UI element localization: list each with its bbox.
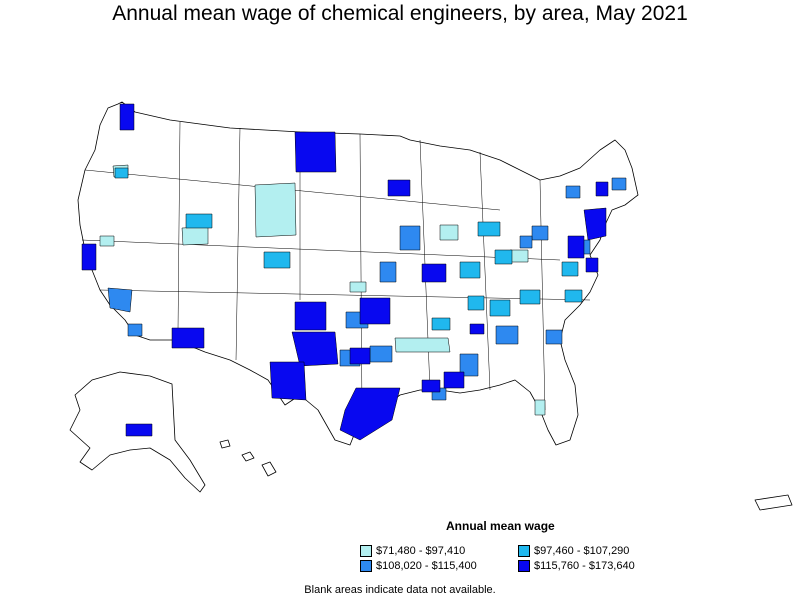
area-tier3 <box>495 325 519 345</box>
area-tier2 <box>564 289 583 303</box>
map-title: Annual mean wage of chemical engineers, … <box>112 2 688 25</box>
area-tier3 <box>399 225 421 251</box>
legend-swatch-tier4 <box>518 560 530 572</box>
area-tier3 <box>531 225 549 241</box>
area-tier2 <box>561 261 579 277</box>
area-tier4 <box>567 235 585 259</box>
area-tier3 <box>565 185 581 199</box>
area-tier1 <box>439 224 459 241</box>
legend-item: $71,480 - $97,410 <box>360 545 465 557</box>
area-tier4 <box>81 243 97 271</box>
area-tier3 <box>107 287 133 313</box>
area-tier1 <box>99 235 115 247</box>
legend-item: $115,760 - $173,640 <box>518 560 635 572</box>
area-tier4 <box>583 207 607 241</box>
legend-swatch-tier2 <box>518 545 530 557</box>
area-tier4 <box>359 297 391 325</box>
area-tier3 <box>519 235 533 249</box>
area-tier4 <box>421 263 447 283</box>
area-tier4 <box>585 257 599 273</box>
area-tier4 <box>387 179 411 197</box>
area-tier4 <box>294 301 327 331</box>
area-tier2 <box>494 249 513 265</box>
area-tier1 <box>181 226 209 246</box>
area-tier3 <box>459 353 479 377</box>
legend-label: $115,760 - $173,640 <box>534 560 635 572</box>
area-tier2 <box>431 317 451 331</box>
area-tier4 <box>443 371 465 389</box>
legend-item: $108,020 - $115,400 <box>360 560 477 572</box>
legend-swatch-tier1 <box>360 545 372 557</box>
area-tier2 <box>185 213 213 229</box>
legend-label: $71,480 - $97,410 <box>376 545 466 557</box>
legend-label: $97,460 - $107,290 <box>534 545 630 557</box>
area-tier4 <box>119 103 135 131</box>
area-tier4 <box>269 361 307 401</box>
hawaii-outline <box>219 439 277 477</box>
area-tier4 <box>349 347 371 365</box>
area-tier2 <box>459 261 481 279</box>
legend-item: $97,460 - $107,290 <box>518 545 629 557</box>
area-tier4 <box>291 331 339 367</box>
puerto-rico-outline <box>754 494 793 511</box>
area-tier3 <box>611 177 627 191</box>
area-tier3 <box>127 323 143 337</box>
area-tier4 <box>421 379 441 393</box>
area-tier4 <box>595 181 609 197</box>
area-tier3 <box>379 261 397 283</box>
area-tier2 <box>477 221 501 237</box>
area-tier1 <box>349 281 367 293</box>
area-tier4 <box>294 131 337 173</box>
footnote: Blank areas indicate data not available. <box>304 584 496 596</box>
area-tier1 <box>509 249 529 263</box>
area-tier2 <box>114 167 129 179</box>
legend-title: Annual mean wage <box>446 519 555 533</box>
area-tier2 <box>489 299 511 317</box>
area-tier1 <box>394 337 451 353</box>
area-tier2 <box>467 295 485 311</box>
area-tier4 <box>125 423 153 437</box>
area-tier4 <box>171 327 205 349</box>
legend-label: $108,020 - $115,400 <box>376 560 477 572</box>
area-tier2 <box>263 251 291 269</box>
area-tier4 <box>469 323 485 335</box>
area-tier1 <box>534 399 546 416</box>
area-tier1 <box>254 182 297 238</box>
area-tier3 <box>369 345 393 363</box>
area-tier4 <box>339 387 401 441</box>
area-tier2 <box>519 289 541 305</box>
area-tier3 <box>545 329 563 345</box>
legend-swatch-tier3 <box>360 560 372 572</box>
